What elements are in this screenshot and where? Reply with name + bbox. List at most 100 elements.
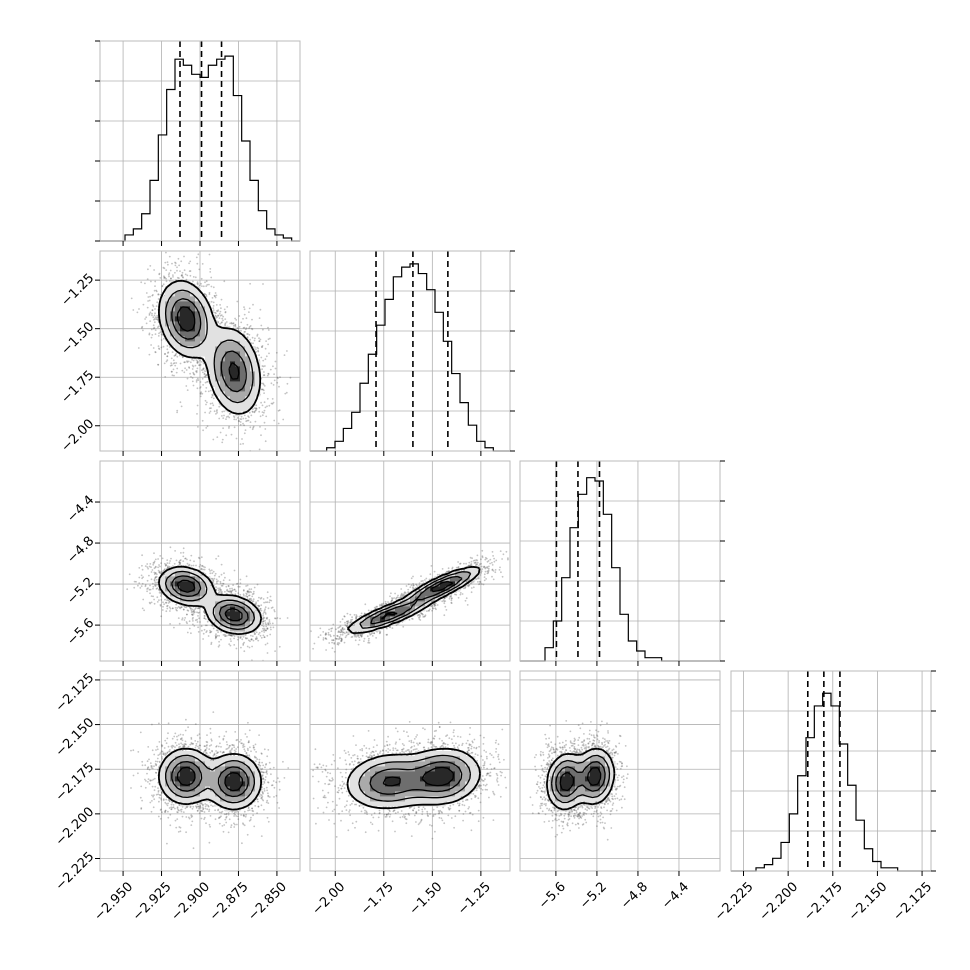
- sample-point: [212, 301, 215, 304]
- sample-point: [208, 412, 211, 414]
- density-cell: [200, 331, 206, 337]
- sample-point: [174, 261, 176, 264]
- density-cell: [225, 356, 231, 362]
- sample-point: [198, 268, 201, 271]
- sample-point: [182, 560, 185, 562]
- sample-point: [251, 645, 254, 648]
- density-cell: [235, 381, 241, 387]
- sample-point: [219, 582, 222, 585]
- sample-point: [221, 410, 224, 413]
- sample-point: [245, 420, 248, 423]
- sample-point: [155, 578, 158, 581]
- sample-point: [160, 346, 163, 349]
- sample-point: [176, 269, 178, 272]
- sample-point: [202, 638, 205, 640]
- sample-point: [142, 576, 145, 578]
- sample-point: [200, 568, 203, 571]
- density-cell: [215, 356, 221, 362]
- sample-point: [262, 365, 265, 368]
- sample-point: [157, 326, 159, 329]
- sample-point: [210, 569, 213, 572]
- sample-point: [238, 420, 241, 423]
- sample-point: [149, 295, 151, 298]
- sample-point: [266, 652, 269, 654]
- density-cell: [205, 351, 211, 357]
- sample-point: [157, 566, 160, 569]
- density-cell: [200, 346, 206, 352]
- sample-point: [215, 310, 218, 312]
- sample-point: [165, 610, 168, 613]
- sample-point: [255, 407, 257, 410]
- sample-point: [262, 625, 265, 628]
- sample-point: [278, 409, 281, 412]
- sample-point: [184, 273, 187, 276]
- sample-point: [172, 359, 175, 362]
- sample-point: [269, 368, 272, 371]
- sample-point: [258, 631, 261, 634]
- sample-point: [256, 335, 259, 337]
- sample-point: [236, 638, 239, 641]
- sample-point: [198, 364, 201, 366]
- density-cell: [205, 356, 211, 362]
- sample-point: [246, 323, 249, 326]
- sample-point: [196, 361, 199, 364]
- sample-point: [217, 645, 220, 648]
- sample-point: [199, 381, 202, 383]
- sample-point: [186, 274, 189, 277]
- sample-point: [220, 573, 223, 576]
- sample-point: [194, 276, 197, 279]
- sample-point: [204, 281, 206, 284]
- sample-point: [205, 403, 207, 406]
- sample-point: [174, 271, 176, 274]
- sample-point: [166, 604, 169, 607]
- sample-point: [161, 284, 164, 287]
- sample-point: [159, 595, 162, 597]
- sample-point: [248, 411, 251, 414]
- sample-point: [181, 618, 184, 621]
- sample-point: [175, 603, 178, 606]
- sample-point: [181, 271, 184, 274]
- sample-point: [269, 599, 271, 601]
- sample-point: [263, 392, 265, 394]
- sample-point: [254, 337, 256, 340]
- sample-point: [149, 320, 152, 322]
- sample-point: [243, 313, 246, 316]
- sample-point: [192, 359, 195, 362]
- sample-point: [240, 329, 242, 332]
- sample-point: [232, 322, 235, 324]
- sample-point: [203, 372, 206, 375]
- sample-point: [181, 276, 184, 278]
- sample-point: [200, 625, 203, 628]
- sample-point: [197, 361, 199, 364]
- sample-point: [215, 413, 217, 415]
- sample-point: [148, 299, 151, 302]
- sample-point: [192, 280, 194, 283]
- sample-point: [215, 578, 218, 581]
- sample-point: [176, 355, 179, 358]
- sample-point: [194, 364, 197, 367]
- sample-point: [178, 622, 181, 625]
- sample-point: [212, 570, 215, 573]
- sample-point: [234, 317, 237, 320]
- sample-point: [262, 383, 265, 386]
- density-cell: [210, 346, 216, 352]
- density-cell: [220, 331, 226, 337]
- sample-point: [149, 584, 151, 587]
- sample-point: [259, 338, 262, 341]
- sample-point: [201, 377, 204, 380]
- sample-point: [253, 410, 256, 413]
- sample-point: [286, 617, 289, 619]
- sample-point: [215, 294, 218, 297]
- sample-point: [138, 582, 141, 584]
- sample-point: [150, 344, 153, 346]
- sample-point: [148, 353, 151, 356]
- sample-point: [271, 398, 274, 400]
- sample-point: [217, 320, 220, 323]
- sample-point: [249, 282, 252, 285]
- sample-point: [264, 358, 267, 361]
- sample-point: [139, 587, 142, 589]
- sample-point: [219, 314, 222, 317]
- sample-point: [252, 590, 255, 593]
- sample-point: [243, 331, 246, 333]
- sample-point: [228, 425, 231, 428]
